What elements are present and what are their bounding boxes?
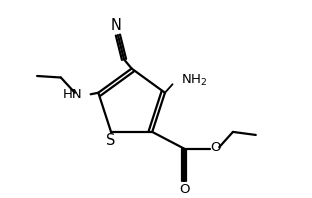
Text: S: S — [106, 133, 116, 148]
Text: O: O — [179, 183, 189, 196]
Text: HN: HN — [62, 88, 82, 101]
Text: O: O — [210, 141, 221, 154]
Text: N: N — [111, 18, 122, 33]
Text: NH$_2$: NH$_2$ — [181, 73, 207, 88]
